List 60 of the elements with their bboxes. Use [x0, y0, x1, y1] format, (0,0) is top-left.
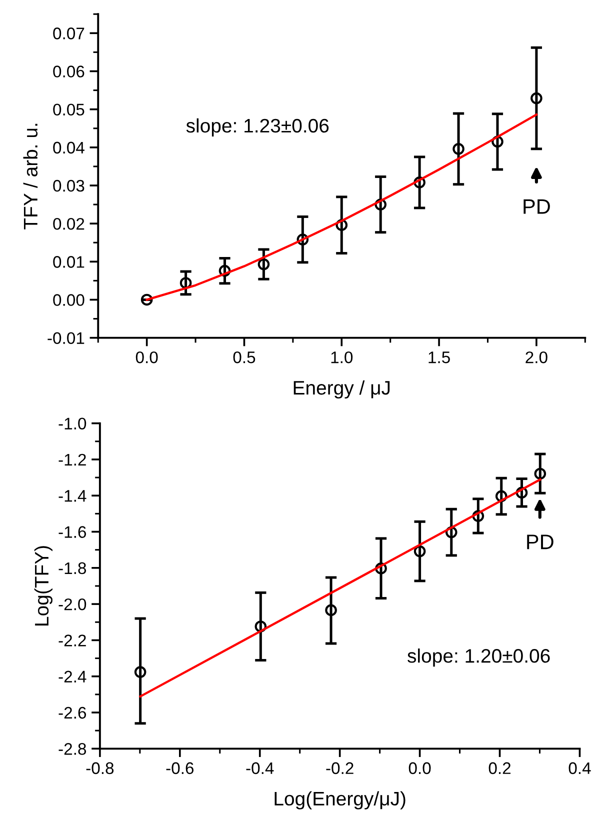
x-tick-label: 0.5: [233, 351, 256, 364]
point: [296, 234, 309, 246]
y-tick-label: -2.4: [58, 670, 86, 682]
point: [218, 264, 231, 277]
x-tick-label: 0.0: [136, 351, 158, 364]
point: [180, 277, 192, 289]
point: [445, 526, 458, 538]
y-tick-label: -1.2: [58, 454, 86, 466]
point: [140, 294, 153, 306]
y-tick-label: 0.07: [53, 28, 84, 40]
point: [495, 490, 508, 502]
point: [375, 562, 387, 574]
x-tick-label: 1.5: [428, 352, 450, 364]
x-tick-label: -0.4: [246, 762, 274, 774]
annotation: PD: [524, 199, 550, 214]
point: [530, 92, 542, 104]
x-tick-label: 0.4: [568, 762, 591, 774]
y-tick-label: -1.0: [58, 418, 86, 430]
x-tick-label: 2.0: [526, 351, 548, 364]
y-tick-label: -1.8: [58, 562, 86, 574]
point: [134, 666, 146, 678]
point: [336, 219, 348, 231]
y-tick-label: -1.4: [58, 490, 86, 502]
y-axis-title: TFY / arb. u.: [23, 124, 38, 230]
y-tick-label: -2.2: [58, 634, 86, 646]
x-axis-title: Log(Energy/μJ): [274, 791, 406, 810]
y-tick-label: 0.06: [53, 66, 84, 78]
annotation: PD: [527, 534, 554, 550]
point: [534, 468, 546, 480]
x-tick-label: 0.0: [408, 762, 431, 774]
point: [452, 143, 464, 155]
y-tick-label: -1.6: [58, 526, 86, 538]
y-tick-label: -2.6: [58, 706, 86, 719]
x-axis-title: Energy / μJ: [294, 380, 390, 399]
annotation: slope: 1.20±0.06: [408, 648, 550, 667]
point: [258, 258, 270, 270]
y-tick-label: 0.01: [53, 256, 84, 268]
point: [516, 486, 528, 499]
y-tick-label: 0.04: [53, 142, 84, 154]
y-tick-label: 0.02: [53, 218, 84, 230]
y-axis-title: Log(TFY): [34, 546, 52, 626]
y-tick-label: 0.03: [53, 180, 84, 192]
point: [472, 510, 484, 522]
x-tick-label: 0.2: [488, 762, 511, 774]
x-tick-label: -0.8: [86, 762, 114, 774]
annotation: slope: 1.23±0.06: [186, 118, 329, 136]
y-tick-label: 0.00: [53, 294, 84, 306]
point: [325, 604, 337, 616]
point: [414, 176, 426, 188]
y-tick-label: -2.8: [58, 743, 86, 755]
point: [254, 620, 267, 632]
x-tick-label: 1.0: [331, 351, 353, 364]
y-tick-label: 0.05: [53, 104, 84, 116]
y-tick-label: -2.0: [58, 598, 86, 610]
point: [492, 136, 504, 148]
y-tick-label: -0.01: [48, 332, 84, 344]
x-tick-label: -0.2: [326, 762, 354, 774]
point: [374, 198, 386, 210]
x-tick-label: -0.6: [166, 762, 194, 774]
point: [414, 545, 426, 558]
